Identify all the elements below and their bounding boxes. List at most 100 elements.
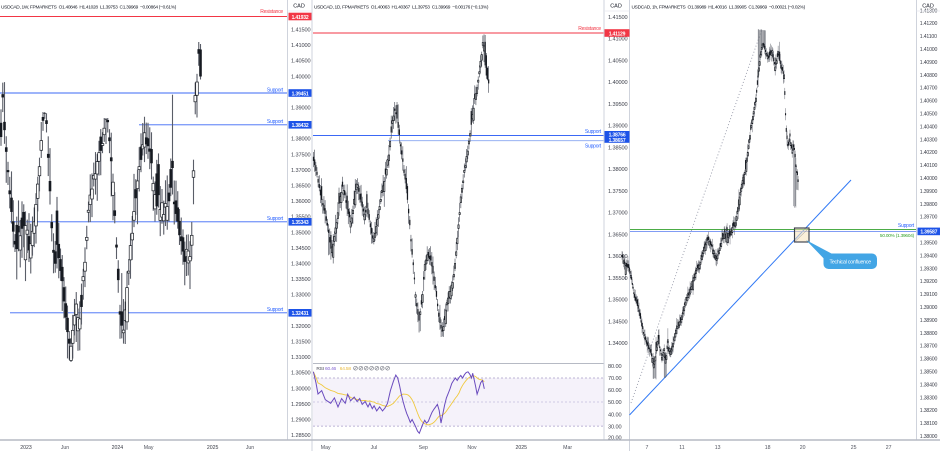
svg-text:1.35343: 1.35343: [292, 220, 309, 226]
svg-text:1.38700: 1.38700: [920, 344, 938, 350]
svg-text:1.41100: 1.41100: [920, 34, 937, 40]
svg-text:70.00: 70.00: [608, 376, 622, 382]
svg-text:1.39900: 1.39900: [920, 189, 938, 195]
svg-text:Support: Support: [267, 87, 284, 93]
svg-text:Support: Support: [585, 129, 602, 135]
svg-text:60.00: 60.00: [608, 388, 622, 394]
svg-text:1.41500: 1.41500: [291, 28, 311, 34]
svg-text:1.41000: 1.41000: [608, 37, 628, 43]
svg-text:1.41932: 1.41932: [292, 15, 309, 21]
svg-text:80.00: 80.00: [608, 364, 622, 370]
svg-text:1.41129: 1.41129: [609, 31, 626, 37]
svg-text:1.40500: 1.40500: [920, 112, 938, 118]
svg-text:1.28500: 1.28500: [291, 433, 311, 439]
svg-text:1.39300: 1.39300: [920, 266, 938, 272]
svg-text:1.38000: 1.38000: [291, 137, 311, 143]
svg-text:1.38400: 1.38400: [920, 382, 938, 388]
svg-text:1.40500: 1.40500: [608, 58, 628, 64]
svg-text:1.41000: 1.41000: [291, 43, 311, 49]
svg-text:1.34500: 1.34500: [291, 246, 311, 252]
svg-text:1.33500: 1.33500: [291, 277, 311, 283]
svg-text:Support: Support: [267, 119, 284, 125]
svg-text:1.39000: 1.39000: [608, 124, 628, 130]
svg-text:Jun: Jun: [246, 445, 254, 451]
svg-text:30.00: 30.00: [608, 424, 622, 430]
svg-text:1.36000: 1.36000: [608, 254, 628, 260]
svg-text:Techical confluence: Techical confluence: [829, 260, 871, 266]
svg-text:Support: Support: [267, 307, 284, 313]
svg-text:1.40800: 1.40800: [920, 73, 938, 79]
svg-text:USDCAD, 1W, FPMARKETS O1.4084: USDCAD, 1W, FPMARKETS O1.40846 H1.41028 …: [1, 5, 177, 11]
svg-text:1.33000: 1.33000: [291, 293, 311, 299]
svg-text:Resistance: Resistance: [260, 9, 283, 15]
svg-text:20.00: 20.00: [608, 435, 622, 441]
svg-text:1.38500: 1.38500: [920, 370, 938, 376]
svg-text:RSI: RSI: [316, 366, 323, 372]
svg-text:1.40000: 1.40000: [291, 74, 311, 80]
svg-text:1.34000: 1.34000: [608, 341, 628, 347]
svg-text:40.00: 40.00: [608, 412, 622, 418]
svg-text:11: 11: [679, 445, 684, 451]
svg-text:1.32431: 1.32431: [292, 311, 309, 317]
svg-text:2025: 2025: [207, 445, 219, 451]
svg-text:1.35500: 1.35500: [291, 215, 311, 221]
svg-text:1.35500: 1.35500: [608, 276, 628, 282]
svg-text:1.38500: 1.38500: [608, 145, 628, 151]
svg-text:18: 18: [765, 445, 771, 451]
svg-text:25: 25: [851, 445, 857, 451]
svg-text:1.40000: 1.40000: [608, 80, 628, 86]
svg-text:1.37000: 1.37000: [291, 168, 311, 174]
svg-text:1.38800: 1.38800: [920, 331, 938, 337]
svg-text:1.37500: 1.37500: [608, 189, 628, 195]
svg-text:1.39700: 1.39700: [920, 215, 938, 221]
svg-text:1.37500: 1.37500: [291, 152, 311, 158]
svg-text:1.32000: 1.32000: [291, 324, 311, 330]
svg-text:1.31500: 1.31500: [291, 340, 311, 346]
svg-text:1.41500: 1.41500: [608, 15, 628, 21]
svg-text:USDCAD, 1h, FPMARKETS O1.3998: USDCAD, 1h, FPMARKETS O1.39989 H1.40016 …: [632, 5, 806, 11]
svg-text:1.40600: 1.40600: [920, 99, 938, 105]
svg-text:50.00% (1.39604): 50.00% (1.39604): [880, 233, 915, 238]
svg-text:1.40000: 1.40000: [920, 176, 938, 182]
svg-text:1.34000: 1.34000: [291, 262, 311, 268]
svg-text:1.38000: 1.38000: [920, 434, 938, 440]
svg-text:1.36000: 1.36000: [291, 199, 311, 205]
svg-text:1.39587: 1.39587: [920, 230, 937, 236]
svg-text:Sep: Sep: [419, 445, 428, 451]
svg-text:1.30000: 1.30000: [291, 386, 311, 392]
svg-text:1.39451: 1.39451: [292, 91, 309, 97]
svg-text:1.36500: 1.36500: [608, 232, 628, 238]
svg-text:1.38600: 1.38600: [920, 357, 938, 363]
svg-text:60.46: 60.46: [325, 366, 337, 372]
svg-text:1.38900: 1.38900: [920, 318, 938, 324]
svg-text:1.40100: 1.40100: [920, 163, 938, 169]
svg-text:1.39100: 1.39100: [920, 292, 938, 298]
svg-text:Jun: Jun: [61, 445, 69, 451]
svg-text:1.39500: 1.39500: [608, 102, 628, 108]
svg-text:1.40400: 1.40400: [920, 124, 938, 130]
svg-text:1.39000: 1.39000: [291, 106, 311, 112]
svg-text:1.30500: 1.30500: [291, 371, 311, 377]
svg-text:Support: Support: [267, 216, 284, 222]
svg-text:1.39800: 1.39800: [920, 202, 938, 208]
svg-text:1.40200: 1.40200: [920, 150, 938, 156]
svg-text:Resistance: Resistance: [578, 26, 601, 32]
svg-text:1.38657: 1.38657: [609, 138, 626, 144]
svg-text:Support: Support: [898, 223, 915, 229]
svg-text:1.40900: 1.40900: [920, 60, 938, 66]
svg-text:1.40500: 1.40500: [291, 59, 311, 65]
svg-text:1.40300: 1.40300: [920, 137, 938, 143]
svg-text:1.31000: 1.31000: [291, 355, 311, 361]
svg-text:1.39200: 1.39200: [920, 279, 938, 285]
svg-text:1.37000: 1.37000: [608, 211, 628, 217]
svg-text:1.40700: 1.40700: [920, 86, 938, 92]
svg-text:USDCAD, 1D, FPMARKETS O1.4006: USDCAD, 1D, FPMARKETS O1.40063 H1.40367 …: [314, 5, 489, 11]
svg-text:20: 20: [800, 445, 806, 451]
svg-text:13: 13: [715, 445, 721, 451]
svg-text:1.38766: 1.38766: [609, 133, 626, 139]
svg-text:2023: 2023: [20, 445, 32, 451]
svg-text:Nov: Nov: [467, 445, 477, 451]
svg-text:50.00: 50.00: [608, 400, 622, 406]
svg-text:1.38300: 1.38300: [920, 395, 938, 401]
svg-text:1.36500: 1.36500: [291, 184, 311, 190]
